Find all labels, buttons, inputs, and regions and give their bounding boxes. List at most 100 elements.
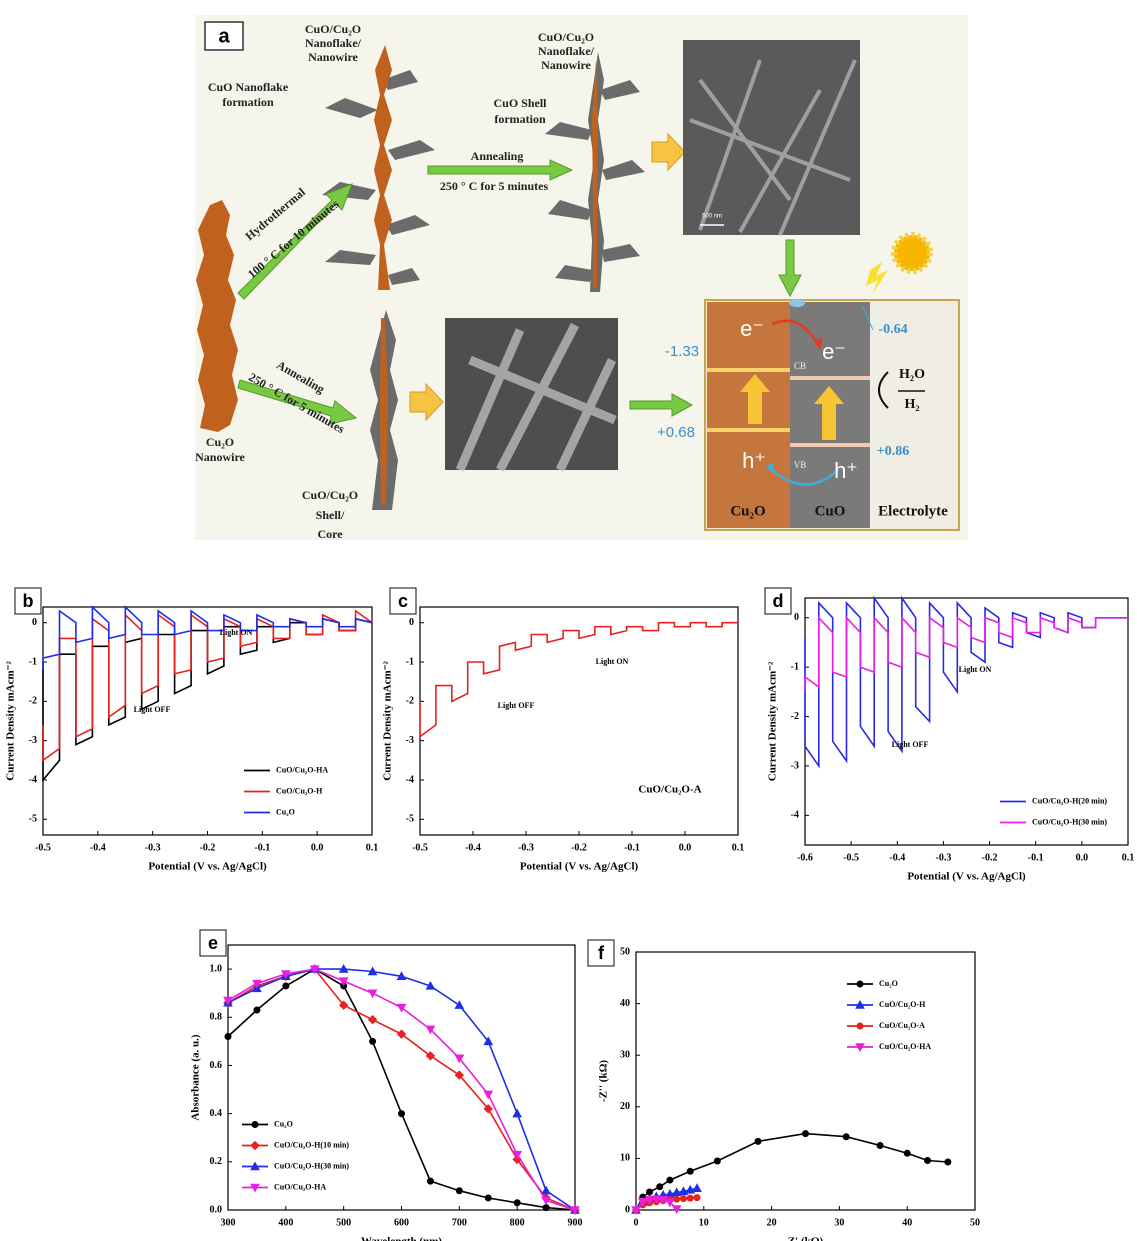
y-axis-title: Current Density mAcm⁻²: [5, 661, 17, 781]
x-axis-title: Potential (V vs. Ag/AgCl): [520, 861, 639, 873]
data-point: [876, 1142, 884, 1149]
flakes: [545, 80, 645, 282]
legend-label: Cu₂O: [274, 1119, 293, 1128]
legend-marker: [855, 1043, 865, 1053]
x-tick-label: 0.0: [679, 842, 692, 853]
y-tick-label: 0.2: [210, 1156, 223, 1167]
data-point: [338, 977, 349, 987]
label: Nanowire: [308, 50, 358, 64]
panel-label-box: [204, 21, 244, 51]
y-tick-label: -1: [29, 656, 37, 667]
y-tick-label: 0: [409, 617, 414, 628]
carrier: h⁺: [742, 448, 766, 473]
y-tick-label: 1.0: [210, 963, 223, 974]
y-tick-label: 0: [625, 1204, 630, 1215]
label: Core: [317, 527, 343, 541]
x-tick-label: 500: [336, 1217, 351, 1228]
y-tick-label: -4: [29, 774, 37, 785]
excitation-arrow: [814, 386, 844, 440]
y-tick-label: -3: [406, 735, 414, 746]
label: 250 ° C for 5 minutes: [440, 179, 549, 193]
x-tick-label: 20: [767, 1217, 777, 1228]
y-tick-label: -3: [29, 735, 37, 746]
data-point: [253, 1006, 261, 1014]
sun: [891, 232, 933, 274]
legend-label: CuO/Cu₂O-HA: [274, 1182, 326, 1191]
x-tick-label: 900: [568, 1217, 583, 1228]
data-point: [842, 1133, 850, 1141]
data-point: [541, 1196, 551, 1206]
band-name: CB: [794, 361, 806, 371]
data-point: [673, 1195, 681, 1203]
data-point: [223, 996, 233, 1006]
label: Cu₂O: [206, 435, 234, 449]
data-point: [692, 1183, 702, 1193]
y-tick-label: 0: [32, 617, 37, 628]
annotation: Light OFF: [498, 701, 535, 710]
carrier: e⁻: [740, 316, 764, 341]
y-tick-label: -5: [29, 814, 37, 825]
y-tick-label: 0.4: [210, 1108, 223, 1119]
y-axis-title: -Z'' (kΩ): [598, 1060, 610, 1102]
sem-image: [683, 40, 860, 235]
core: [592, 60, 598, 288]
x-tick-label: -0.1: [1028, 852, 1044, 863]
legend-label: CuO/Cu₂O-H: [879, 1000, 926, 1009]
label: CuO/Cu₂O: [302, 488, 358, 502]
data-point: [369, 1037, 377, 1045]
data-point: [338, 964, 349, 973]
x-tick-label: -0.4: [465, 842, 481, 853]
excitation-arrow: [740, 374, 770, 424]
data-point: [924, 1156, 932, 1164]
level-pointer: [861, 304, 874, 331]
x-tick-label: 0.1: [1122, 852, 1135, 863]
legend-label: CuO/Cu₂O-HA: [276, 765, 328, 774]
x-tick-label: 10: [699, 1217, 709, 1228]
band-labels: -1.33 +0.68 -0.64 +0.86 e⁻ e⁻ h⁺ h⁺ CB V…: [657, 316, 948, 520]
y-tick-label: 0.0: [210, 1204, 223, 1215]
x-tick-label: -0.4: [90, 842, 106, 853]
material: Cu₂O: [730, 503, 765, 519]
data-point: [483, 1104, 493, 1114]
y-tick-label: 50: [620, 946, 630, 957]
x-tick-label: -0.3: [518, 842, 534, 853]
y-tick-label: 20: [620, 1101, 630, 1112]
x-tick-label: -0.2: [982, 852, 998, 863]
label: Nanoflake/: [305, 36, 362, 50]
potential: -1.33: [665, 343, 699, 360]
data-point: [483, 1036, 494, 1046]
x-tick-label: -0.2: [200, 842, 216, 853]
data-point: [671, 1187, 682, 1197]
legend-marker: [250, 1161, 260, 1171]
y-tick-label: -2: [29, 696, 37, 707]
flow-arrow: [651, 132, 686, 172]
data-point: [651, 1195, 662, 1205]
sem-texture: [455, 322, 617, 473]
data-point: [338, 1000, 349, 1010]
arrow-head: [813, 338, 823, 350]
x-axis-title: Wavelength (nm): [361, 1236, 442, 1241]
data-point: [512, 1108, 523, 1118]
panel-a: a 500 nm: [195, 15, 968, 541]
data-point: [944, 1158, 952, 1166]
x-tick-label: 600: [394, 1217, 409, 1228]
data-point: [282, 982, 290, 990]
legend-marker: [855, 999, 865, 1009]
annotation: Light ON: [959, 665, 992, 674]
x-tick-label: -0.5: [843, 852, 859, 863]
data-point: [425, 1025, 436, 1035]
panel-label-box: [764, 587, 792, 615]
panel-label-box: [587, 939, 615, 967]
x-axis-title: Potential (V vs. Ag/AgCl): [907, 871, 1026, 883]
annotation: Light OFF: [892, 740, 929, 749]
data-point: [666, 1176, 674, 1184]
panel-label: b: [23, 591, 34, 611]
y-tick-label: 30: [620, 1049, 630, 1060]
data-point: [570, 1206, 580, 1216]
marker-dot: [789, 299, 805, 307]
plot-frame: [419, 606, 739, 836]
panel-label: d: [773, 591, 784, 611]
x-tick-label: 800: [510, 1217, 525, 1228]
data-point: [679, 1195, 687, 1203]
